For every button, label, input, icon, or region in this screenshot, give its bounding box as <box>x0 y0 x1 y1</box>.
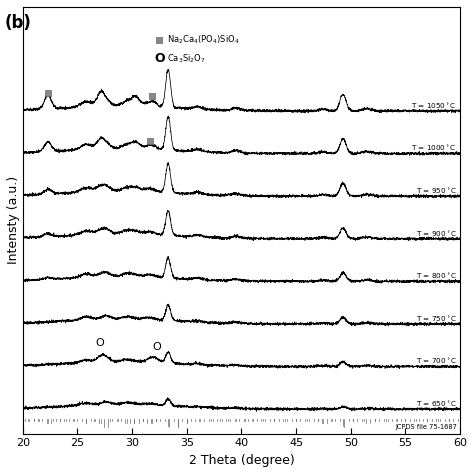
Text: O: O <box>95 338 104 348</box>
Text: T = 900$^\circ$C: T = 900$^\circ$C <box>416 229 457 238</box>
X-axis label: 2 Theta (degree): 2 Theta (degree) <box>189 454 294 467</box>
Text: T = 1050$^\circ$C: T = 1050$^\circ$C <box>411 101 457 111</box>
Text: (b): (b) <box>5 14 32 32</box>
Y-axis label: Intensty (a.u.): Intensty (a.u.) <box>7 176 20 264</box>
Text: T = 750$^\circ$C: T = 750$^\circ$C <box>416 314 457 324</box>
Text: JCPDS file 75-1687: JCPDS file 75-1687 <box>395 424 457 430</box>
Text: T = 950$^\circ$C: T = 950$^\circ$C <box>416 186 457 196</box>
Text: T = 1000$^\circ$C: T = 1000$^\circ$C <box>411 144 457 154</box>
Text: O: O <box>153 342 162 352</box>
Text: T = 700$^\circ$C: T = 700$^\circ$C <box>416 357 457 366</box>
Text: Ca$_3$Si$_2$O$_7$: Ca$_3$Si$_2$O$_7$ <box>167 52 206 65</box>
Text: T = 650$^\circ$C: T = 650$^\circ$C <box>416 400 457 409</box>
Text: T = 800$^\circ$C: T = 800$^\circ$C <box>416 272 457 281</box>
Text: Na$_2$Ca$_4$(PO$_4$)SiO$_4$: Na$_2$Ca$_4$(PO$_4$)SiO$_4$ <box>167 34 239 46</box>
Text: O: O <box>154 52 164 65</box>
